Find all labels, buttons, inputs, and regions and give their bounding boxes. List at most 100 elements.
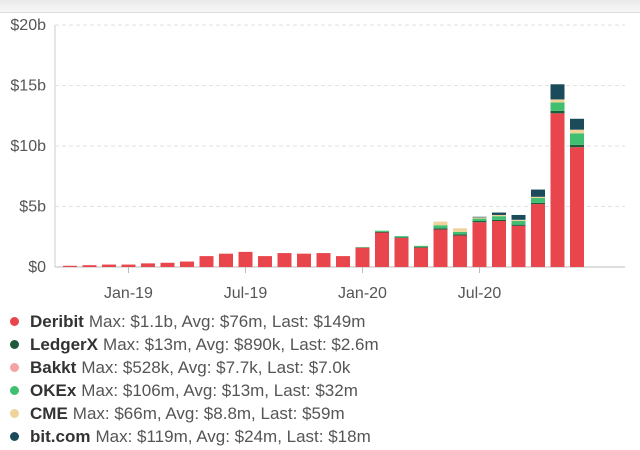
- bar-segment-bit-com[interactable]: [550, 84, 565, 100]
- bar-segment-deribit[interactable]: [180, 261, 194, 267]
- bar-segment-okex[interactable]: [570, 133, 584, 145]
- legend-dot-icon: [10, 340, 19, 349]
- bar-segment-okex[interactable]: [492, 216, 506, 220]
- bar-segment-bit-com[interactable]: [472, 216, 487, 218]
- legend-series-name: LedgerX: [30, 334, 99, 354]
- legend-dot-icon: [10, 363, 19, 372]
- x-tick-label: Jul-19: [224, 285, 268, 302]
- bar-segment-ledgerx[interactable]: [550, 110, 565, 114]
- legend-item-bakkt[interactable]: Bakkt Max: $528k, Avg: $7.7k, Last: $7.0…: [10, 356, 635, 379]
- bar-segment-deribit[interactable]: [414, 247, 428, 267]
- bar-segment-cme[interactable]: [472, 217, 487, 219]
- legend-dot-icon: [10, 386, 19, 395]
- legend-item-cme[interactable]: CME Max: $66m, Avg: $8.8m, Last: $59m: [10, 402, 635, 425]
- bar-segment-deribit[interactable]: [433, 229, 448, 267]
- y-tick-label: $20b: [10, 17, 46, 34]
- bar-segment-ledgerx[interactable]: [394, 237, 409, 238]
- bar-segment-deribit[interactable]: [336, 256, 350, 267]
- x-axis: Jan-19 Jul-19 Jan-20 Jul-20: [104, 267, 501, 302]
- bar-segment-ledgerx[interactable]: [375, 231, 389, 233]
- bar-segment-deribit[interactable]: [297, 253, 311, 267]
- bar-segment-deribit[interactable]: [316, 253, 331, 267]
- legend-item-okex[interactable]: OKEx Max: $106m, Avg: $13m, Last: $32m: [10, 379, 635, 402]
- x-tick-label: Jan-20: [338, 285, 387, 302]
- bar-segment-ledgerx[interactable]: [511, 224, 526, 226]
- bar-segment-cme[interactable]: [550, 99, 565, 103]
- bar-segment-deribit[interactable]: [492, 221, 506, 267]
- bar-segment-deribit[interactable]: [375, 232, 389, 267]
- bar-segment-deribit[interactable]: [121, 264, 136, 267]
- bar-segment-cme[interactable]: [492, 214, 506, 217]
- bar-segment-okex[interactable]: [394, 236, 409, 238]
- bar-segment-deribit[interactable]: [277, 253, 292, 267]
- legend-series-stats: Max: $106m, Avg: $13m, Last: $32m: [81, 380, 358, 400]
- y-tick-label: $0: [28, 259, 46, 276]
- legend-item-deribit[interactable]: Deribit Max: $1.1b, Avg: $76m, Last: $14…: [10, 310, 635, 333]
- bar-segment-deribit[interactable]: [511, 225, 526, 267]
- bar-segment-deribit[interactable]: [102, 264, 116, 267]
- legend-series-name: Bakkt: [30, 357, 77, 377]
- bar-segment-deribit[interactable]: [82, 265, 97, 267]
- bar-segment-cme[interactable]: [433, 221, 448, 226]
- legend-series-name: CME: [30, 403, 68, 423]
- y-tick-label: $10b: [10, 138, 46, 155]
- bar-segment-bit-com[interactable]: [570, 118, 584, 130]
- legend-series-name: Deribit: [30, 311, 84, 331]
- legend-item-bit-com[interactable]: bit.com Max: $119m, Avg: $24m, Last: $18…: [10, 425, 635, 448]
- bar-segment-okex[interactable]: [472, 218, 487, 222]
- bar-segment-deribit[interactable]: [472, 222, 487, 267]
- legend-item-ledgerx[interactable]: LedgerX Max: $13m, Avg: $890k, Last: $2.…: [10, 333, 635, 356]
- bar-segment-cme[interactable]: [453, 228, 467, 232]
- legend-series-stats: Max: $119m, Avg: $24m, Last: $18m: [95, 426, 371, 446]
- bar-segment-okex[interactable]: [453, 231, 467, 235]
- bar-segment-okex[interactable]: [355, 247, 370, 248]
- x-tick-label: Jan-19: [104, 285, 153, 302]
- bar-segment-ledgerx[interactable]: [414, 247, 428, 248]
- legend-series-stats: Max: $528k, Avg: $7.7k, Last: $7.0k: [81, 357, 351, 377]
- legend-series-stats: Max: $13m, Avg: $890k, Last: $2.6m: [103, 334, 379, 354]
- y-tick-label: $5b: [19, 199, 46, 216]
- bar-segment-deribit[interactable]: [219, 253, 233, 267]
- bar-segment-deribit[interactable]: [570, 147, 584, 267]
- y-tick-label: $15b: [10, 78, 46, 95]
- bar-segment-deribit[interactable]: [199, 256, 214, 267]
- bar-segment-ledgerx[interactable]: [433, 228, 448, 230]
- legend-series-name: bit.com: [30, 426, 91, 446]
- bar-segment-deribit[interactable]: [258, 256, 272, 267]
- legend: Deribit Max: $1.1b, Avg: $76m, Last: $14…: [10, 310, 635, 448]
- bar-segment-cme[interactable]: [511, 219, 526, 222]
- bar-segment-deribit[interactable]: [355, 247, 370, 267]
- bar-segment-ledgerx[interactable]: [472, 221, 487, 223]
- bar-segment-deribit[interactable]: [160, 262, 175, 267]
- bar-segment-deribit[interactable]: [453, 235, 467, 267]
- y-axis: $0 $5b $10b $15b $20b: [10, 17, 56, 276]
- bar-segment-deribit[interactable]: [550, 113, 565, 267]
- bar-segment-okex[interactable]: [550, 102, 565, 111]
- bar-segment-bit-com[interactable]: [531, 189, 545, 197]
- bar-segment-okex[interactable]: [511, 221, 526, 225]
- bar-segment-okex[interactable]: [414, 245, 428, 248]
- bar-segment-ledgerx[interactable]: [453, 234, 467, 236]
- bar-segment-ledgerx[interactable]: [570, 144, 584, 148]
- legend-dot-icon: [10, 317, 19, 326]
- bar-segment-deribit[interactable]: [141, 263, 155, 267]
- bar-segment-deribit[interactable]: [238, 251, 253, 267]
- bar-segment-okex[interactable]: [531, 198, 545, 203]
- top-band: [0, 0, 640, 13]
- x-tick-label: Jul-20: [458, 285, 502, 302]
- bar-segment-okex[interactable]: [433, 225, 448, 229]
- stacked-bar-chart: $0 $5b $10b $15b $20b Jan-19 Jul-19 Jan-20 Jul-…: [10, 17, 625, 302]
- bar-segment-deribit[interactable]: [394, 237, 409, 267]
- bar-segment-ledgerx[interactable]: [492, 219, 506, 222]
- bar-segment-cme[interactable]: [531, 196, 545, 199]
- bar-segment-bit-com[interactable]: [511, 214, 526, 220]
- bar-segment-cme[interactable]: [570, 129, 584, 134]
- bar-segment-ledgerx[interactable]: [531, 202, 545, 205]
- legend-dot-icon: [10, 409, 19, 418]
- bar-segment-deribit[interactable]: [63, 265, 77, 267]
- bar-segment-deribit[interactable]: [531, 204, 545, 267]
- bar-segment-okex[interactable]: [375, 230, 389, 232]
- bars: [63, 84, 584, 267]
- bar-segment-bit-com[interactable]: [492, 212, 506, 215]
- legend-series-stats: Max: $1.1b, Avg: $76m, Last: $149m: [88, 311, 366, 331]
